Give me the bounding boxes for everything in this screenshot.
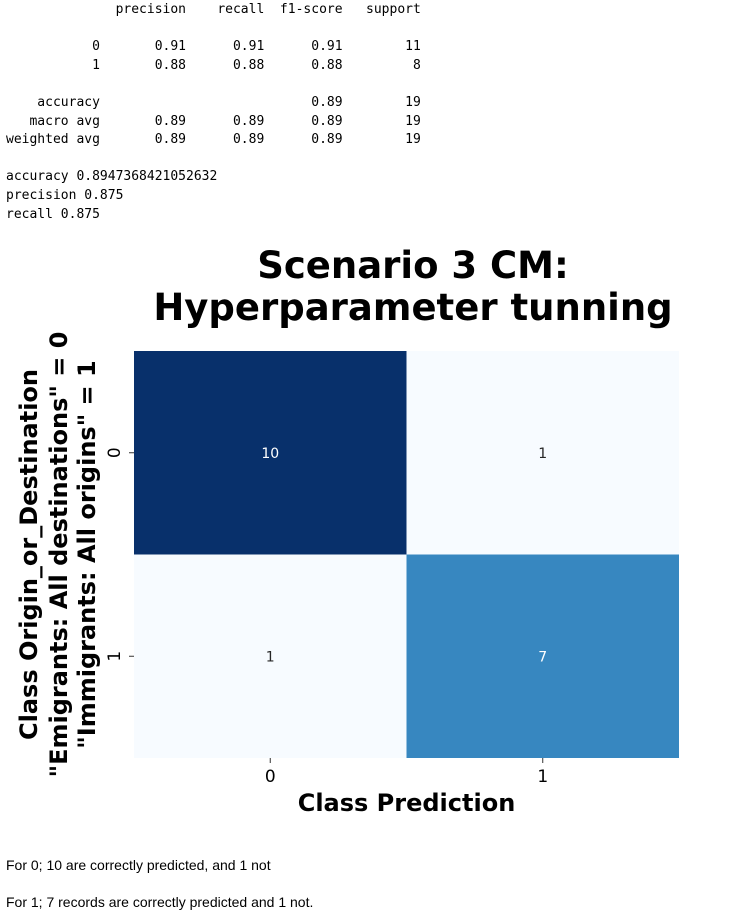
x-tick-label: 0 xyxy=(265,767,276,787)
y-axis-label-line: "Emigrants: All destinations" = 0 xyxy=(45,332,73,778)
report-line: recall 0.875 xyxy=(6,206,100,222)
x-tick-label: 1 xyxy=(537,767,548,787)
cell-value-label: 10 xyxy=(261,446,279,462)
x-axis-label: Class Prediction xyxy=(298,789,516,817)
report-line: accuracy 0.89 19 xyxy=(6,94,421,110)
note-class-1: For 1; 7 records are correctly predicted… xyxy=(6,894,314,910)
y-axis-label-line: "Immigrants: All origins" = 1 xyxy=(73,360,101,748)
heatmap-cell xyxy=(406,554,679,758)
report-line: 0 0.91 0.91 0.91 11 xyxy=(6,39,421,55)
report-blank-line xyxy=(6,150,421,169)
report-blank-line xyxy=(6,20,421,39)
report-line: weighted avg 0.89 0.89 0.89 19 xyxy=(6,132,421,148)
cell-value-label: 7 xyxy=(538,649,547,665)
heatmap-cell xyxy=(134,351,407,555)
report-line: 1 0.88 0.88 0.88 8 xyxy=(6,57,421,73)
y-tick-label: 1 xyxy=(105,651,125,662)
note-class-0: For 0; 10 are correctly predicted, and 1… xyxy=(6,857,271,873)
report-line: precision recall f1-score support xyxy=(6,2,421,17)
report-line: precision 0.875 xyxy=(6,187,124,203)
y-tick-label: 0 xyxy=(105,447,125,458)
confusion-matrix-figure: Scenario 3 CM: Hyperparameter tunning 10 1 1… xyxy=(0,236,730,826)
heatmap-cell xyxy=(406,351,679,555)
chart-title-line: Scenario 3 CM: xyxy=(257,244,569,287)
report-line: accuracy 0.8947368421052632 xyxy=(6,169,218,185)
cell-value-label: 1 xyxy=(266,649,275,665)
heatmap-cell xyxy=(134,554,407,758)
cell-value-label: 1 xyxy=(538,446,547,462)
classification-report: precision recall f1-score support 0 0.91… xyxy=(6,1,421,224)
report-blank-line xyxy=(6,75,421,94)
chart-title-line: Hyperparameter tunning xyxy=(153,286,672,329)
y-axis-label-line: Class Origin_or_Destination xyxy=(15,369,43,740)
report-line: macro avg 0.89 0.89 0.89 19 xyxy=(6,113,421,129)
